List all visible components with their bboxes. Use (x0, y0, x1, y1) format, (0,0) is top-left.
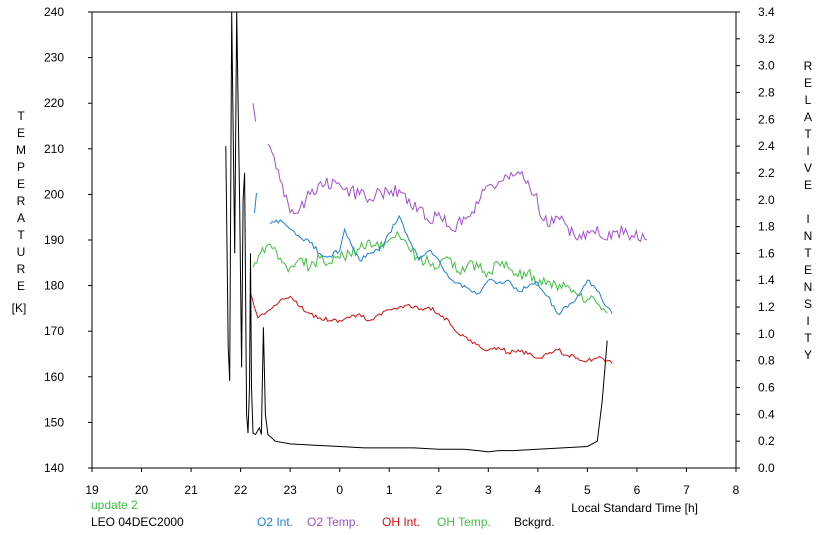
y-left-tick-label: 220 (44, 96, 64, 110)
axis-label-letter: E (804, 263, 812, 277)
x-axis-label: Local Standard Time [h] (571, 501, 698, 515)
y-right-tick-label: 1.6 (758, 246, 775, 260)
axis-label-letter: R (804, 59, 813, 73)
series-layer (225, 11, 648, 453)
y-left-tick-label: 230 (44, 51, 64, 65)
axis-label-letter: R (17, 262, 26, 276)
plot-frame (91, 11, 737, 469)
y-left-tick-label: 140 (44, 461, 64, 475)
y-left-tick-label: 180 (44, 279, 64, 293)
axis-label-letter: E (17, 279, 25, 293)
y-right-tick-label: 2.8 (758, 85, 775, 99)
x-tick-label: 20 (135, 483, 149, 497)
y-left-tick-label: 200 (44, 187, 64, 201)
y-left-tick-label: 150 (44, 415, 64, 429)
y-right-tick-label: 2.2 (758, 166, 775, 180)
axis-label-letter: I (806, 212, 809, 226)
legend-oh_int: OH Int. (382, 515, 420, 529)
y-right-tick-label: 1.2 (758, 300, 775, 314)
legend-bckgrd: Bckgrd. (514, 515, 555, 529)
axis-label-letter: A (17, 211, 25, 225)
axis-label-letter: N (804, 229, 813, 243)
series-line-o2_temp (252, 103, 256, 122)
y-right-tick-label: 0.0 (758, 461, 775, 475)
x-tick-label: 3 (485, 483, 492, 497)
x-tick-label: 8 (733, 483, 740, 497)
y-left-tick-label: 210 (44, 142, 64, 156)
axis-label-letter: T (17, 109, 25, 123)
x-tick-label: 2 (435, 483, 442, 497)
axis-label-letter: E (804, 178, 812, 192)
series-line-oh_int (250, 293, 613, 364)
axis-label-letter: E (17, 177, 25, 191)
x-tick-label: 1 (386, 483, 393, 497)
x-tick-label: 7 (683, 483, 690, 497)
y-axis-left: 140 150 160 170 180 190 200 210 220 230 240 (44, 5, 92, 475)
x-tick-label: 22 (234, 483, 248, 497)
y-left-tick-label: 240 (44, 5, 64, 19)
x-tick-label: 0 (336, 483, 343, 497)
x-tick-label: 19 (85, 483, 99, 497)
legend-oh_temp: OH Temp. (437, 515, 491, 529)
y-right-tick-label: 1.0 (758, 327, 775, 341)
y-right-tick-label: 1.4 (758, 273, 775, 287)
axis-label-letter: N (804, 280, 813, 294)
axis-label-letter: Y (804, 348, 812, 362)
x-tick-label: 21 (184, 483, 198, 497)
axis-label-letter: V (804, 161, 812, 175)
y-left-tick-label: 170 (44, 324, 64, 338)
y-right-tick-label: 3.4 (758, 5, 775, 19)
y-right-tick-label: 0.2 (758, 434, 775, 448)
axis-label-letter: T (804, 331, 812, 345)
axis-label-letter: R (17, 194, 26, 208)
series-line-o2_int (254, 193, 257, 214)
y-right-tick-label: 1.8 (758, 220, 775, 234)
y-left-tick-label: 190 (44, 233, 64, 247)
legend: O2 Int. O2 Temp. OH Int. OH Temp. Bckgrd. (257, 515, 555, 529)
axis-label-letter: S (804, 297, 812, 311)
axis-label-letter: E (804, 76, 812, 90)
x-tick-label: 4 (535, 483, 542, 497)
axis-label-letter: E (17, 126, 25, 140)
y-axis-left-unit: [K] (12, 301, 27, 315)
y-right-tick-label: 0.4 (758, 407, 775, 421)
status-text: update 2 (91, 498, 138, 512)
y-right-tick-label: 2.4 (758, 139, 775, 153)
axis-label-letter: T (804, 246, 812, 260)
y-right-tick-label: 3.0 (758, 59, 775, 73)
y-right-tick-label: 2.0 (758, 193, 775, 207)
y-right-tick-label: 3.2 (758, 32, 775, 46)
y-axis-right: 0.0 0.2 0.4 0.6 0.8 1.0 1.2 1.4 1.6 1.8 2.0 2.2 2.4 2… (736, 5, 775, 475)
series-line-bckgrd (225, 11, 608, 453)
axis-label-letter: U (17, 245, 26, 259)
series-line-o2_temp (267, 143, 648, 243)
axis-label-letter: T (804, 127, 812, 141)
y-right-tick-label: 0.6 (758, 381, 775, 395)
y-right-tick-label: 2.6 (758, 112, 775, 126)
legend-o2_temp: O2 Temp. (307, 515, 359, 529)
axis-label-letter: A (804, 110, 812, 124)
legend-o2_int: O2 Int. (257, 515, 293, 529)
x-tick-label: 5 (584, 483, 591, 497)
y-left-tick-label: 160 (44, 370, 64, 384)
axis-label-letter: M (16, 143, 26, 157)
axis-label-letter: I (806, 144, 809, 158)
axis-label-letter: T (17, 228, 25, 242)
series-line-o2_int (269, 214, 613, 315)
series-line-oh_temp (252, 230, 608, 314)
x-tick-label: 23 (283, 483, 297, 497)
x-tick-label: 6 (634, 483, 641, 497)
axis-label-letter: P (17, 160, 25, 174)
station-text: LEO 04DEC2000 (91, 515, 184, 529)
y-right-tick-label: 0.8 (758, 354, 775, 368)
x-axis: 19 20 21 22 23 0 1 2 3 4 5 6 7 8 (85, 468, 740, 497)
axis-label-letter: I (806, 314, 809, 328)
axis-label-letter: L (805, 93, 812, 107)
